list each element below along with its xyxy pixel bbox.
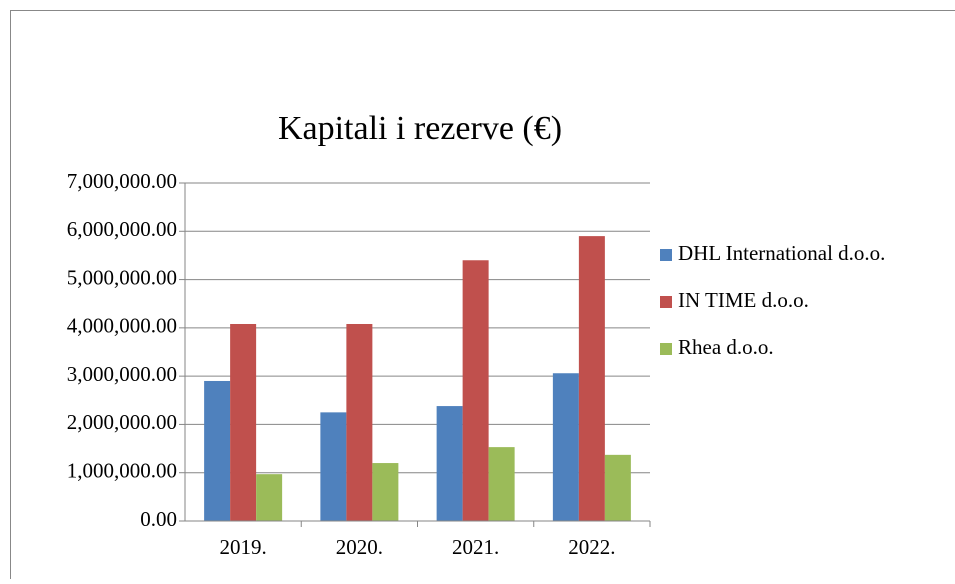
legend-label: DHL International d.o.o. (678, 241, 885, 265)
bar (553, 373, 579, 521)
y-tick-label: 3,000,000.00 (67, 362, 177, 386)
legend-swatch (660, 296, 672, 308)
bar (230, 324, 256, 521)
y-tick-label: 5,000,000.00 (67, 265, 177, 289)
bar (489, 447, 515, 521)
y-tick-label: 7,000,000.00 (67, 169, 177, 193)
legend-label: Rhea d.o.o. (678, 335, 774, 359)
x-tick-label: 2022. (568, 535, 615, 559)
x-tick-label: 2019. (220, 535, 267, 559)
y-tick-label: 4,000,000.00 (67, 314, 177, 338)
bar (256, 474, 282, 521)
y-tick-label: 6,000,000.00 (67, 217, 177, 241)
bar (437, 406, 463, 521)
bar (320, 412, 346, 521)
x-tick-label: 2021. (452, 535, 499, 559)
y-tick-label: 1,000,000.00 (67, 459, 177, 483)
legend-swatch (660, 249, 672, 261)
bar (463, 260, 489, 521)
bar (372, 463, 398, 521)
bar (204, 381, 230, 521)
bar (346, 324, 372, 521)
y-tick-label: 0.00 (140, 507, 177, 531)
chart-title: Kapitali i rezerve (€) (278, 110, 562, 147)
bar (579, 236, 605, 521)
bar (605, 455, 631, 521)
y-tick-label: 2,000,000.00 (67, 410, 177, 434)
x-tick-label: 2020. (336, 535, 383, 559)
legend-swatch (660, 343, 672, 355)
legend-label: IN TIME d.o.o. (678, 288, 809, 312)
